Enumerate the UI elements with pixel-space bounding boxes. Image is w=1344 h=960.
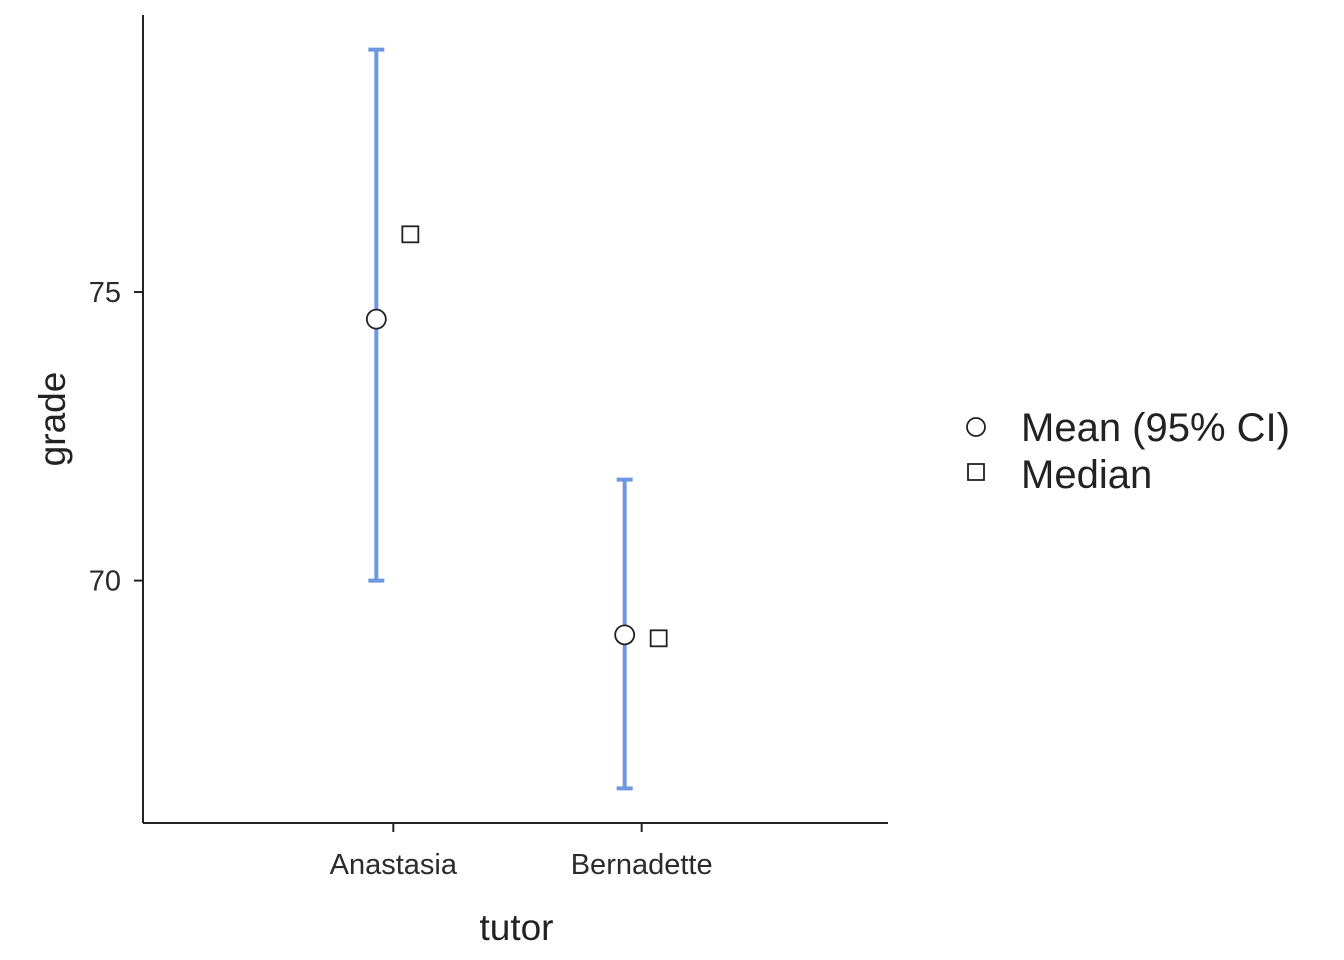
median-point-anastasia	[401, 225, 420, 244]
x-tick-label-anastasia: Anastasia	[330, 849, 458, 881]
legend-median-symbol	[967, 463, 985, 481]
axes: 70 75 Anastasia Bernadette	[89, 15, 888, 881]
median-point-bernadette	[649, 629, 668, 648]
legend-median-label: Median	[1021, 453, 1152, 497]
y-axis-title: grade	[32, 372, 73, 467]
y-tick-label-70: 70	[89, 566, 121, 598]
x-axis-title: tutor	[479, 907, 553, 948]
y-tick-label-75: 75	[89, 277, 121, 309]
legend: Mean (95% CI) Median	[966, 406, 1290, 497]
legend-mean-symbol	[966, 417, 986, 437]
plot-area	[365, 47, 668, 791]
mean-point-anastasia	[365, 308, 387, 330]
x-tick-label-bernadette: Bernadette	[571, 849, 713, 881]
legend-mean-label: Mean (95% CI)	[1021, 406, 1290, 450]
mean-point-bernadette	[614, 624, 636, 646]
